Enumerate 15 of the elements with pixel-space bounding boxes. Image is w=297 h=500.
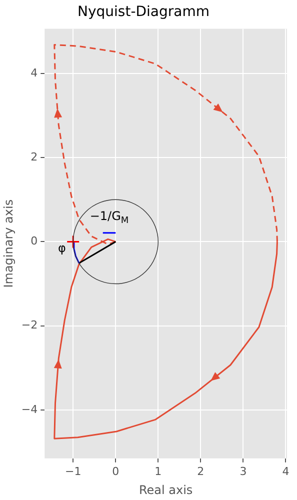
- x-tick-label: 0: [112, 464, 120, 478]
- x-tick-label: 1: [154, 464, 162, 478]
- x-tick-label: 3: [240, 464, 247, 478]
- y-axis-title: Imaginary axis: [1, 199, 16, 288]
- y-tick-label: 2: [30, 150, 38, 164]
- y-tick-label: −4: [21, 402, 38, 416]
- y-tick-label: 0: [30, 234, 38, 248]
- y-tick-label: 4: [30, 66, 38, 80]
- chart-title: Nyquist-Diagramm: [78, 4, 210, 20]
- x-tick-label: 4: [282, 464, 290, 478]
- x-tick-label: −1: [64, 464, 82, 478]
- annotation: φ: [58, 240, 66, 255]
- x-tick-label: 2: [197, 464, 204, 478]
- x-axis-title: Real axis: [138, 482, 193, 497]
- y-tick-label: −2: [21, 318, 38, 332]
